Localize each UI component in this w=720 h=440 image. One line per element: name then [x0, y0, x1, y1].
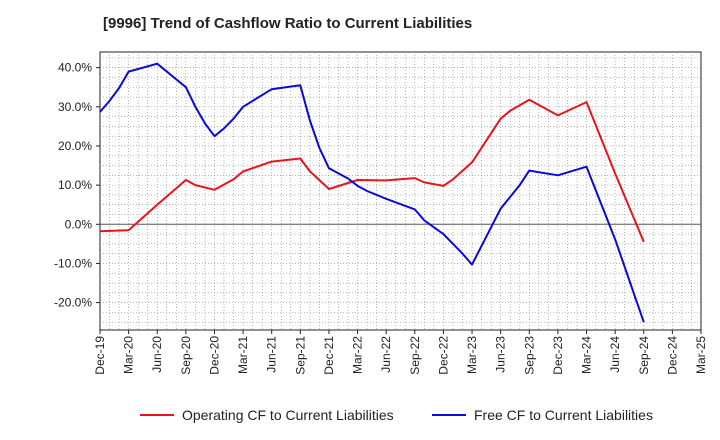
x-tick-label: Jun-22: [379, 336, 393, 373]
x-tick-label: Sep-22: [408, 336, 422, 375]
x-tick-label: Dec-24: [665, 336, 679, 375]
legend-label-operating-cf: Operating CF to Current Liabilities: [182, 407, 394, 423]
x-tick-label: Dec-20: [207, 336, 221, 375]
x-tick-label: Sep-23: [522, 336, 536, 375]
x-tick-label: Mar-24: [580, 336, 594, 374]
plot-frame: [99, 51, 702, 331]
legend-item-operating-cf: Operating CF to Current Liabilities: [140, 405, 394, 425]
x-tick-label: Jun-23: [494, 336, 508, 373]
x-tick-label: Sep-24: [637, 336, 651, 375]
x-tick-label: Mar-25: [694, 336, 708, 374]
x-tick-label: Jun-20: [150, 336, 164, 373]
legend-swatch-free-cf: [432, 414, 466, 416]
chart-title: [9996] Trend of Cashflow Ratio to Curren…: [103, 15, 473, 32]
grid-layer: [100, 52, 701, 330]
x-tick-label: Sep-21: [293, 336, 307, 375]
series-layer: [99, 62, 645, 323]
x-tick-label: Mar-20: [122, 336, 136, 374]
y-tick-label: 10.0%: [58, 178, 92, 192]
x-tick-label: Jun-24: [608, 336, 622, 373]
legend-item-free-cf: Free CF to Current Liabilities: [432, 405, 653, 425]
series-line-free-cf: [99, 62, 645, 323]
x-tick-label: Dec-22: [436, 336, 450, 375]
y-tick-label: 30.0%: [58, 100, 92, 114]
legend-swatch-operating-cf: [140, 414, 174, 416]
y-tick-label: 20.0%: [58, 139, 92, 153]
x-tick-label: Mar-21: [236, 336, 250, 374]
series-line-operating-cf: [99, 98, 645, 243]
x-tick-label: Jun-21: [265, 336, 279, 373]
x-tick-label: Mar-23: [465, 336, 479, 374]
x-tick-label: Dec-21: [322, 336, 336, 375]
x-tick-label: Dec-23: [551, 336, 565, 375]
y-tick-label: 0.0%: [65, 217, 93, 231]
x-tick-label: Dec-19: [93, 336, 107, 375]
y-tick-label: -10.0%: [54, 256, 92, 270]
legend-label-free-cf: Free CF to Current Liabilities: [474, 407, 653, 423]
axis-layer: 40.0% 30.0% 20.0% 10.0% 0.0% -10.0% -20.0% Dec-…: [54, 61, 708, 375]
y-tick-label: 40.0%: [58, 61, 92, 75]
x-tick-label: Sep-20: [179, 336, 193, 375]
x-tick-label: Mar-22: [351, 336, 365, 374]
y-tick-label: -20.0%: [54, 296, 92, 310]
